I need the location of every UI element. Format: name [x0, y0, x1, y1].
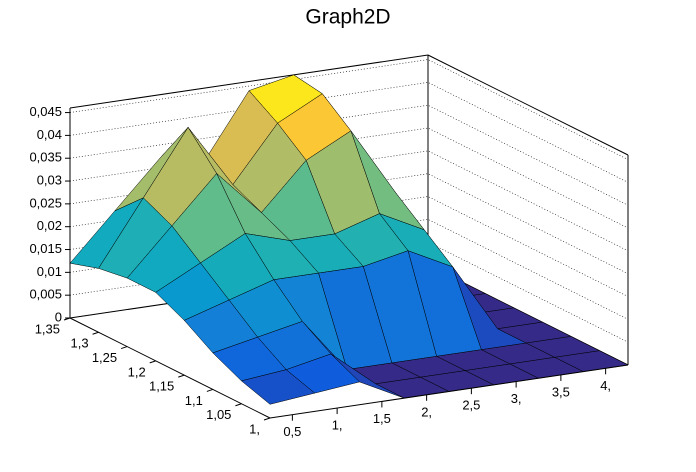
y-tick [149, 360, 156, 364]
y-tick [92, 331, 99, 335]
y-axis [69, 317, 271, 419]
x-axis [269, 364, 629, 419]
box-edge [427, 54, 629, 156]
z-tick-label: 0 [55, 309, 62, 324]
x-tick-label: 3, [511, 391, 522, 406]
surface-cell [240, 369, 316, 405]
y-tick-label: 1,35 [35, 321, 60, 336]
y-tick [178, 374, 185, 378]
y-tick-label: 1,3 [70, 336, 88, 351]
y-tick-label: 1,15 [149, 379, 174, 394]
z-tick-label: 0,03 [37, 172, 62, 187]
x-tick-label: 2, [421, 404, 432, 419]
grid-line [69, 82, 629, 183]
y-tick [263, 417, 271, 421]
x-tick-label: 2,5 [462, 398, 480, 413]
y-tick-label: 1, [249, 421, 260, 436]
x-tick-label: 1,5 [373, 411, 391, 426]
z-tick-label: 0,045 [29, 104, 62, 119]
z-tick-label: 0,01 [37, 264, 62, 279]
z-tick-label: 0,005 [29, 287, 62, 302]
x-tick-label: 0,5 [283, 424, 301, 439]
y-tick [235, 403, 242, 407]
y-tick [206, 388, 214, 392]
grid-line [69, 59, 629, 160]
y-tick [120, 346, 128, 350]
z-tick-label: 0,02 [37, 218, 62, 233]
x-tick-label: 3,5 [552, 384, 570, 399]
z-tick-label: 0,015 [29, 241, 62, 256]
chart-title: Graph2D [305, 6, 390, 29]
y-tick [63, 317, 71, 321]
y-tick-label: 1,1 [185, 393, 203, 408]
box-edge [69, 54, 429, 109]
z-tick-label: 0,04 [37, 127, 62, 142]
z-tick-label: 0,035 [29, 150, 62, 165]
y-tick-label: 1,05 [206, 407, 231, 422]
y-tick-label: 1,2 [128, 364, 146, 379]
y-tick-label: 1,25 [92, 350, 117, 365]
x-tick-label: 4, [600, 378, 611, 393]
z-tick-label: 0,025 [29, 195, 62, 210]
x-tick-label: 1, [332, 418, 343, 433]
